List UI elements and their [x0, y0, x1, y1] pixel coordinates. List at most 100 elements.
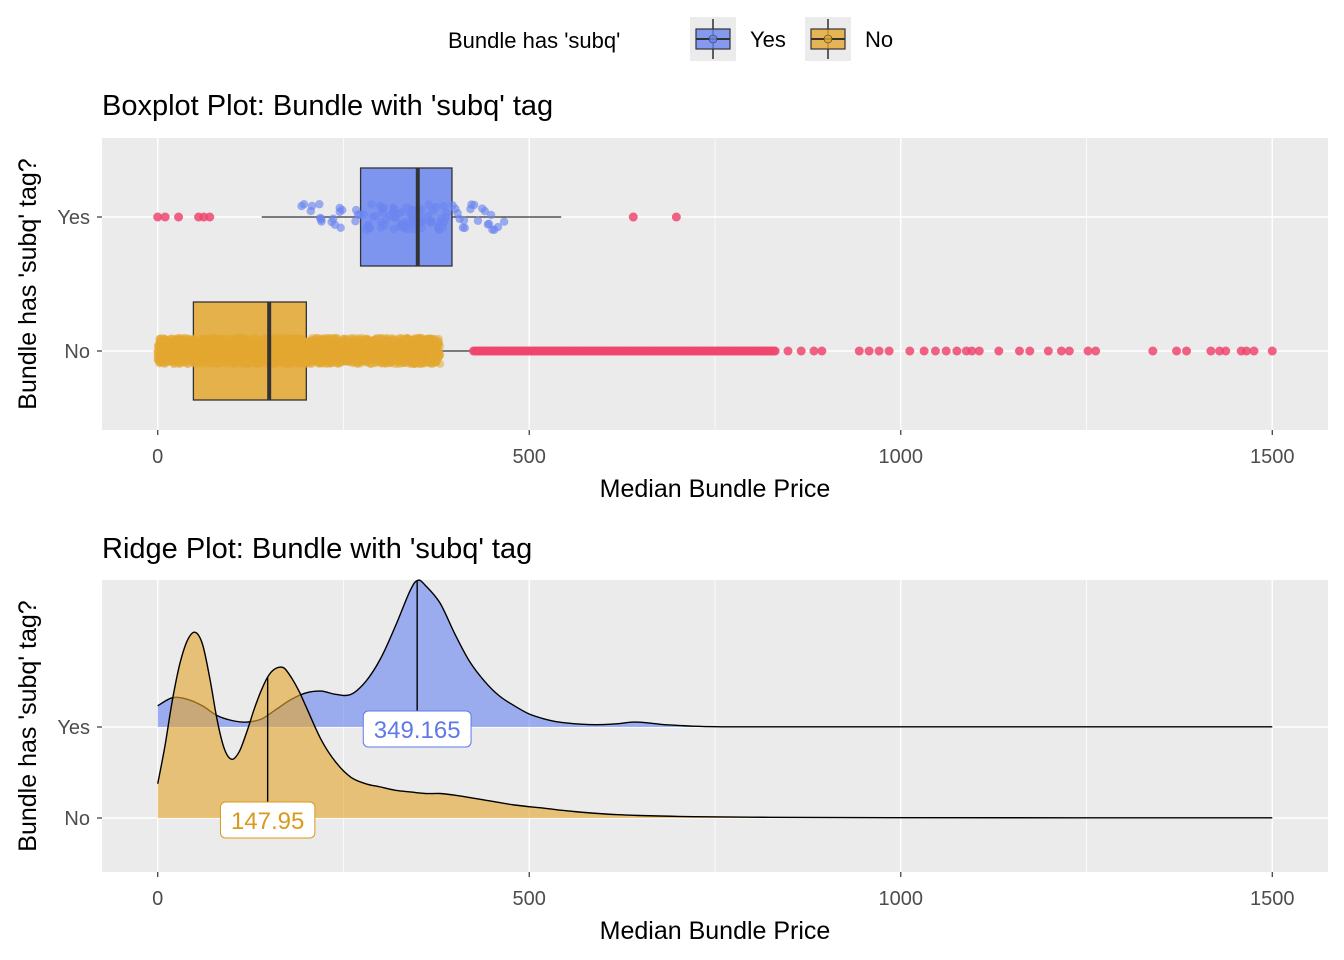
outlier-point: [854, 346, 864, 356]
jitter-point: [192, 344, 201, 354]
jitter-point: [219, 347, 228, 357]
jitter-point: [308, 333, 317, 343]
y-tick-label: No: [64, 808, 90, 830]
outlier-point: [1056, 346, 1066, 356]
ridge-area: [157, 632, 1273, 818]
jitter-point: [234, 338, 243, 348]
boxplot-marks: [153, 167, 1277, 401]
outlier-point: [1206, 346, 1216, 356]
jitter-point: [412, 348, 422, 357]
jitter-point: [283, 352, 292, 362]
outlier-point: [974, 346, 984, 356]
jitter-point: [437, 214, 446, 223]
jitter-point: [392, 340, 402, 349]
jitter-point: [306, 206, 316, 216]
outlier-point: [796, 346, 806, 356]
outlier-point: [1267, 346, 1277, 356]
jitter-point: [410, 359, 419, 369]
jitter-point: [350, 334, 359, 343]
ridge-outline: [157, 631, 1273, 819]
median-label-box: [362, 710, 472, 748]
boxplot-title: Boxplot Plot: Bundle with 'subq' tag: [102, 90, 553, 122]
ridge-marks: 349.165 147.95: [157, 579, 1273, 839]
legend-key-yes: [690, 17, 736, 61]
jitter-point: [314, 339, 324, 348]
ridge-x-axis-title: Median Bundle Price: [600, 917, 831, 945]
legend-key-no: [805, 17, 851, 61]
jitter-point: [375, 334, 384, 343]
jitter-point: [375, 354, 384, 363]
jitter-point: [427, 353, 436, 362]
jitter-point: [455, 214, 464, 224]
jitter-point: [383, 338, 392, 347]
jitter-point: [214, 359, 223, 369]
jitter-point: [327, 217, 336, 227]
jitter-point: [298, 336, 308, 345]
jitter-point: [426, 218, 435, 227]
ridge-no: 147.95: [157, 631, 1273, 839]
jitter-point: [286, 359, 295, 368]
outlier-point: [884, 346, 894, 356]
jitter-point: [269, 343, 278, 352]
outlier-point: [1064, 346, 1074, 356]
boxplot-x-axis-title: Median Bundle Price: [600, 475, 831, 503]
jitter-point: [157, 338, 166, 348]
jitter-point: [357, 347, 367, 357]
outlier-point: [930, 346, 940, 356]
jitter-point: [250, 336, 260, 345]
outlier-point: [809, 346, 819, 356]
legend: Bundle has 'subq' Yes No: [448, 17, 893, 61]
outlier-point: [1249, 346, 1259, 356]
jitter-point: [353, 210, 363, 219]
jitter-point: [385, 210, 395, 220]
jitter-point: [222, 337, 231, 347]
median-label: 147.95: [219, 801, 316, 839]
jitter-point: [499, 217, 509, 226]
jitter-point: [249, 350, 258, 359]
jitter-point: [189, 353, 198, 363]
jitter-point: [299, 200, 309, 209]
jitter-point: [329, 342, 339, 351]
outlier-point: [1182, 346, 1192, 356]
jitter-point: [198, 337, 207, 347]
outlier-point: [1014, 346, 1024, 356]
jitter-point: [424, 200, 434, 210]
jitter-point: [397, 207, 407, 217]
outlier-point: [817, 346, 827, 356]
jitter-point: [161, 353, 171, 363]
jitter-point: [389, 224, 398, 234]
jitter-point: [269, 350, 279, 359]
jitter-point: [466, 204, 475, 214]
outlier-point: [153, 212, 163, 222]
jitter-point: [338, 205, 347, 215]
jitter-point: [377, 204, 387, 214]
outlier-point: [770, 346, 780, 356]
jitter-point: [297, 358, 306, 368]
y-tick-label: Yes: [57, 717, 90, 739]
x-tick-label: 500: [513, 446, 546, 468]
ridge-ticks: 0 500 1000 1500 Yes No: [57, 717, 1294, 910]
jitter-point: [423, 335, 433, 345]
legend-title: Bundle has 'subq': [448, 28, 620, 53]
x-tick-label: 500: [513, 888, 546, 910]
jitter-point: [323, 348, 332, 357]
jitter-point: [339, 343, 349, 352]
outlier-point: [783, 346, 793, 356]
jitter-point: [425, 342, 434, 352]
jitter-point: [389, 203, 398, 212]
jitter-point: [401, 220, 410, 230]
jitter-point: [473, 216, 483, 225]
outlier-point: [952, 346, 962, 356]
jitter-point: [399, 337, 409, 347]
x-tick-label: 1000: [879, 446, 924, 468]
median-label-box: [219, 801, 316, 839]
legend-label-no: No: [865, 27, 893, 52]
outlier-point: [864, 346, 874, 356]
jitter-point: [169, 358, 179, 368]
outliers: [153, 212, 681, 222]
jitter-point: [171, 336, 180, 345]
jitter-point: [162, 345, 172, 354]
jitter-point: [275, 358, 284, 367]
outliers: [469, 346, 1277, 356]
